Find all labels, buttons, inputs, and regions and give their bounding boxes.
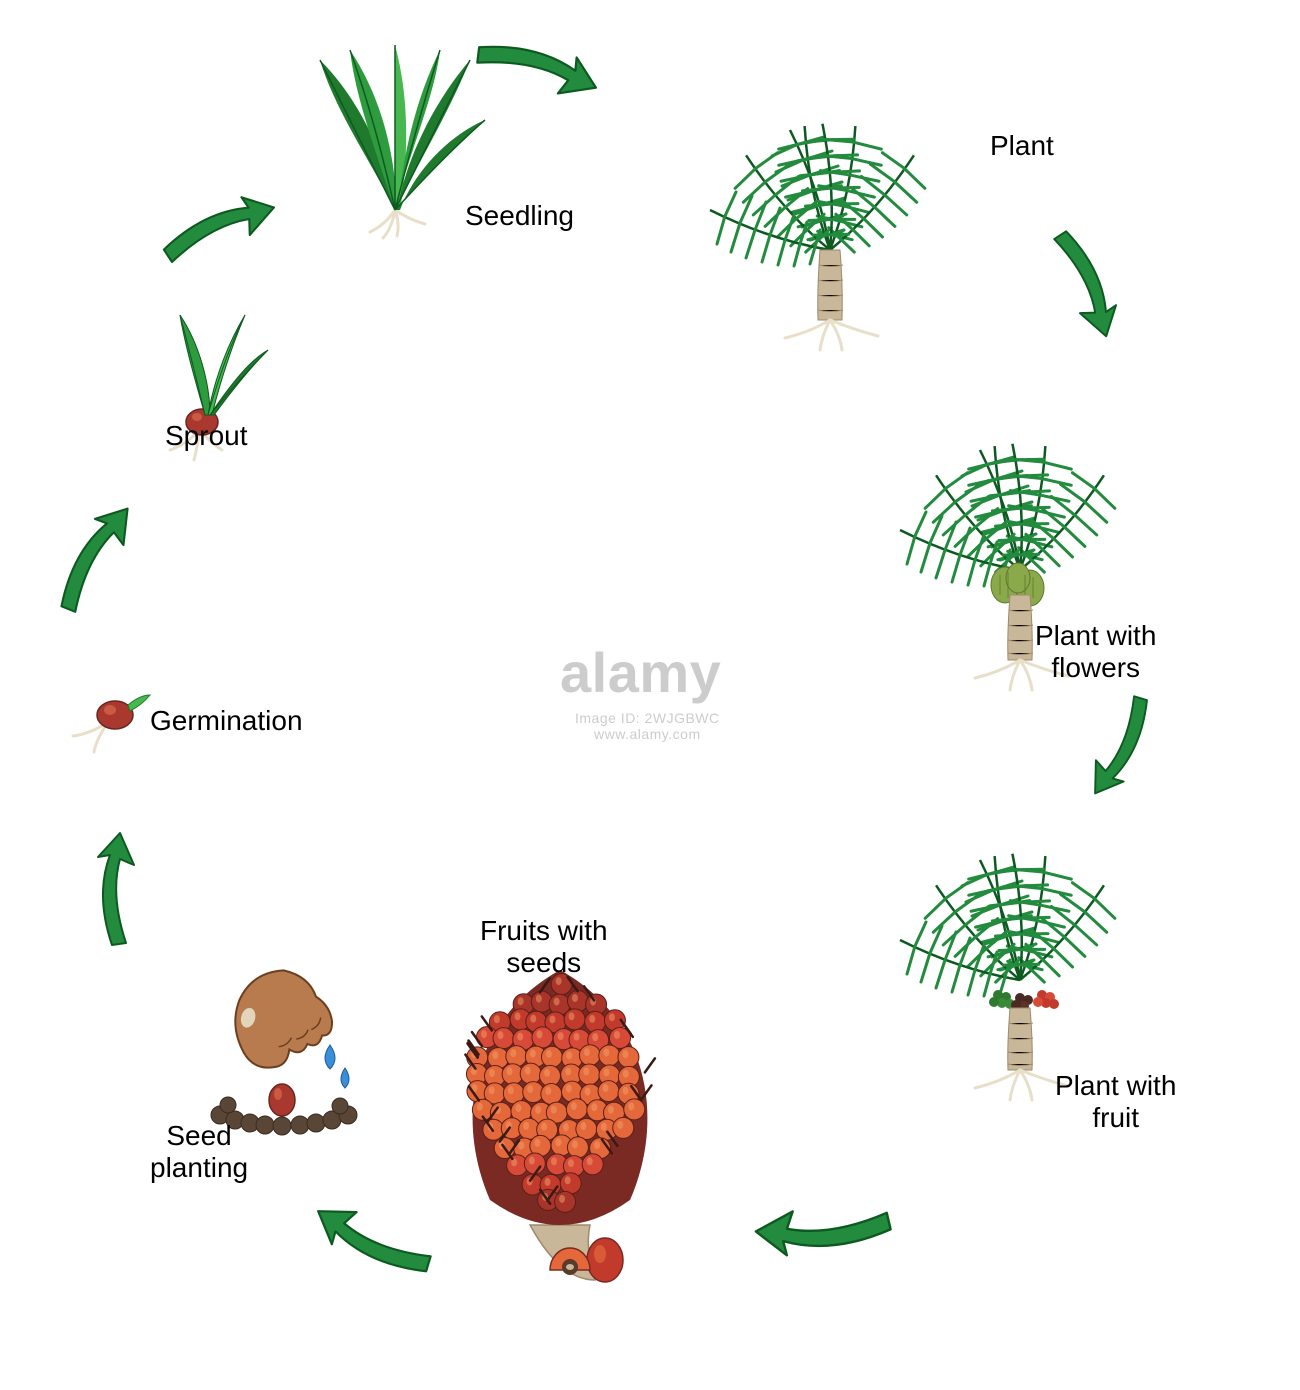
stage-label-plant: Plant	[990, 130, 1054, 162]
stage-label-seedling: Seedling	[465, 200, 574, 232]
watermark-id: Image ID: 2WJGBWC www.alamy.com	[575, 710, 720, 742]
arrow-plant-to-plant_flowers	[1046, 225, 1126, 342]
watermark-brand: alamy	[560, 640, 721, 705]
seedling-illustration	[300, 40, 490, 240]
arrow-seed_planting-to-germination	[98, 833, 134, 945]
arrow-sprout-to-seedling	[158, 187, 281, 271]
arrow-germination-to-sprout	[49, 497, 141, 618]
arrow-plant_fruit-to-fruits_seeds	[754, 1203, 892, 1258]
stage-label-plant_fruit: Plant with fruit	[1055, 1070, 1176, 1134]
fruits-with-seeds-illustration	[410, 960, 710, 1300]
plant-with-fruit-illustration	[870, 780, 1170, 1110]
stage-label-sprout: Sprout	[165, 420, 248, 452]
stage-label-plant_flowers: Plant with flowers	[1035, 620, 1156, 684]
plant-illustration	[680, 50, 980, 360]
stage-label-seed_planting: Seed planting	[150, 1120, 248, 1184]
stage-label-fruits_seeds: Fruits with seeds	[480, 915, 608, 979]
arrow-seedling-to-plant	[473, 32, 602, 102]
stage-label-germination: Germination	[150, 705, 303, 737]
